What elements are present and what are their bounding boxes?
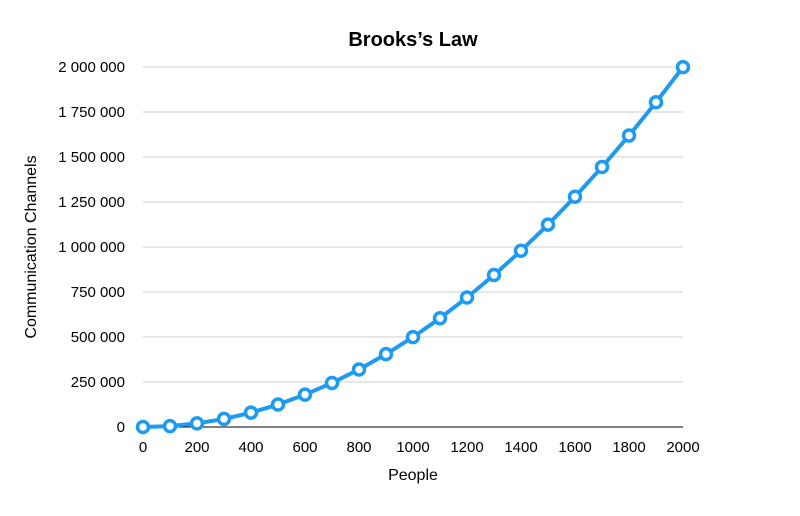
data-point bbox=[486, 267, 502, 283]
data-point bbox=[297, 387, 313, 402]
chart-title: Brooks’s Law bbox=[348, 29, 478, 51]
y-axis-ticks: 0 250 000 500 000 750 000 1 000 000 1 250 000… bbox=[58, 59, 125, 436]
data-point bbox=[378, 346, 394, 362]
data-point bbox=[513, 243, 529, 258]
y-tick-label: 1 000 000 bbox=[58, 239, 125, 256]
y-tick-label: 1 750 000 bbox=[58, 104, 125, 121]
x-tick-label: 200 bbox=[184, 439, 209, 456]
data-point bbox=[324, 375, 340, 391]
data-point bbox=[567, 189, 583, 204]
data-point bbox=[162, 418, 178, 434]
x-axis-label: People bbox=[388, 467, 438, 484]
data-point bbox=[270, 397, 286, 412]
y-axis-label: Communication Channels bbox=[23, 155, 40, 338]
gridlines bbox=[143, 66, 683, 428]
y-tick-label: 250 000 bbox=[71, 374, 125, 391]
x-tick-label: 600 bbox=[292, 439, 317, 456]
x-tick-label: 0 bbox=[139, 439, 147, 456]
y-tick-label: 500 000 bbox=[71, 329, 125, 346]
data-point bbox=[648, 95, 664, 110]
x-tick-label: 2000 bbox=[666, 439, 699, 456]
data-point bbox=[459, 290, 475, 305]
y-tick-label: 0 bbox=[117, 419, 125, 436]
data-point bbox=[594, 159, 610, 175]
x-tick-label: 1800 bbox=[612, 439, 645, 456]
x-tick-label: 1400 bbox=[504, 439, 537, 456]
y-tick-label: 750 000 bbox=[71, 284, 125, 301]
data-point bbox=[432, 310, 448, 326]
data-point bbox=[621, 128, 637, 143]
x-tick-label: 800 bbox=[346, 439, 371, 456]
data-point bbox=[540, 217, 556, 232]
data-point bbox=[675, 59, 691, 75]
x-tick-label: 1200 bbox=[450, 439, 483, 456]
x-tick-label: 1600 bbox=[558, 439, 591, 456]
data-point bbox=[189, 416, 205, 431]
data-point bbox=[243, 405, 259, 420]
data-point bbox=[405, 329, 421, 345]
x-tick-label: 1000 bbox=[396, 439, 429, 456]
y-tick-label: 1 500 000 bbox=[58, 149, 125, 166]
data-point bbox=[216, 411, 232, 427]
data-point bbox=[135, 419, 151, 435]
y-tick-label: 1 250 000 bbox=[58, 194, 125, 211]
y-tick-label: 2 000 000 bbox=[58, 59, 125, 76]
data-point bbox=[351, 362, 367, 377]
x-axis-ticks: 0 200 400 600 800 1000 1200 1400 1600 1800 2000 bbox=[139, 439, 700, 456]
x-tick-label: 400 bbox=[238, 439, 263, 456]
series-group bbox=[135, 59, 691, 435]
